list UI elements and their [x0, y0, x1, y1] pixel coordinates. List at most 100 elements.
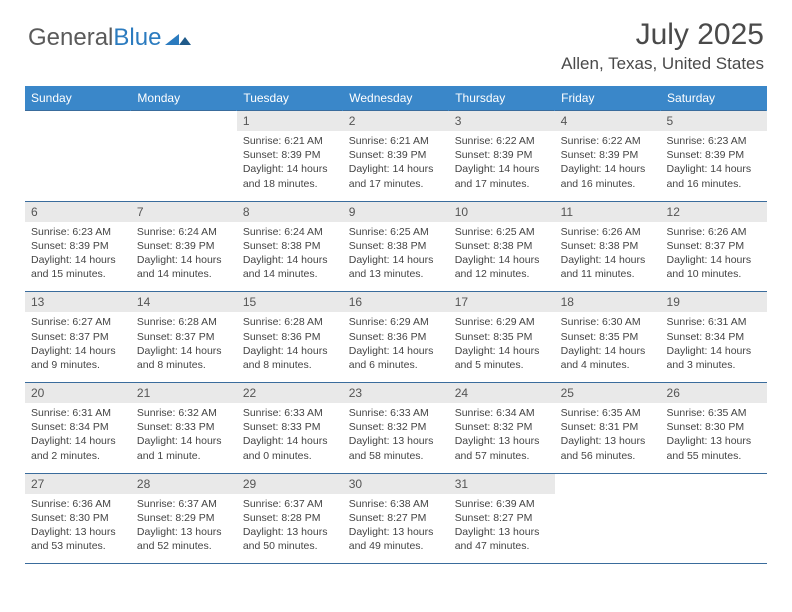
- sunset-line: Sunset: 8:39 PM: [349, 148, 443, 162]
- calendar-day-cell: [555, 473, 661, 564]
- sunset-line: Sunset: 8:38 PM: [561, 239, 655, 253]
- daylight-line: Daylight: 14 hours and 14 minutes.: [137, 253, 231, 281]
- sunrise-line: Sunrise: 6:39 AM: [455, 497, 549, 511]
- day-content: Sunrise: 6:34 AMSunset: 8:32 PMDaylight:…: [449, 403, 555, 473]
- sunset-line: Sunset: 8:29 PM: [137, 511, 231, 525]
- sunrise-line: Sunrise: 6:35 AM: [667, 406, 761, 420]
- calendar-day-cell: 12Sunrise: 6:26 AMSunset: 8:37 PMDayligh…: [661, 201, 767, 292]
- day-number-empty: [131, 111, 237, 131]
- day-number: 15: [237, 292, 343, 312]
- day-content: Sunrise: 6:30 AMSunset: 8:35 PMDaylight:…: [555, 312, 661, 382]
- calendar-day-cell: 15Sunrise: 6:28 AMSunset: 8:36 PMDayligh…: [237, 292, 343, 383]
- sunrise-line: Sunrise: 6:37 AM: [137, 497, 231, 511]
- sunrise-line: Sunrise: 6:28 AM: [137, 315, 231, 329]
- daylight-line: Daylight: 14 hours and 16 minutes.: [561, 162, 655, 190]
- calendar-day-cell: [131, 111, 237, 202]
- sunset-line: Sunset: 8:28 PM: [243, 511, 337, 525]
- daylight-line: Daylight: 14 hours and 5 minutes.: [455, 344, 549, 372]
- day-content: Sunrise: 6:28 AMSunset: 8:37 PMDaylight:…: [131, 312, 237, 382]
- day-content: Sunrise: 6:27 AMSunset: 8:37 PMDaylight:…: [25, 312, 131, 382]
- day-number: 19: [661, 292, 767, 312]
- calendar-week: 1Sunrise: 6:21 AMSunset: 8:39 PMDaylight…: [25, 111, 767, 202]
- sunrise-line: Sunrise: 6:29 AM: [455, 315, 549, 329]
- day-number: 25: [555, 383, 661, 403]
- calendar-day-cell: 20Sunrise: 6:31 AMSunset: 8:34 PMDayligh…: [25, 383, 131, 474]
- sunrise-line: Sunrise: 6:22 AM: [455, 134, 549, 148]
- calendar-header-row: SundayMondayTuesdayWednesdayThursdayFrid…: [25, 86, 767, 111]
- calendar-day-cell: 22Sunrise: 6:33 AMSunset: 8:33 PMDayligh…: [237, 383, 343, 474]
- day-content: Sunrise: 6:24 AMSunset: 8:38 PMDaylight:…: [237, 222, 343, 292]
- calendar-day-cell: 30Sunrise: 6:38 AMSunset: 8:27 PMDayligh…: [343, 473, 449, 564]
- sunset-line: Sunset: 8:38 PM: [243, 239, 337, 253]
- daylight-line: Daylight: 13 hours and 50 minutes.: [243, 525, 337, 553]
- brand-part2: Blue: [113, 24, 161, 52]
- day-number: 1: [237, 111, 343, 131]
- sunset-line: Sunset: 8:31 PM: [561, 420, 655, 434]
- day-content: Sunrise: 6:25 AMSunset: 8:38 PMDaylight:…: [449, 222, 555, 292]
- day-content: Sunrise: 6:32 AMSunset: 8:33 PMDaylight:…: [131, 403, 237, 473]
- day-number: 18: [555, 292, 661, 312]
- calendar-day-cell: 26Sunrise: 6:35 AMSunset: 8:30 PMDayligh…: [661, 383, 767, 474]
- daylight-line: Daylight: 14 hours and 11 minutes.: [561, 253, 655, 281]
- day-number: 6: [25, 202, 131, 222]
- calendar-day-cell: 11Sunrise: 6:26 AMSunset: 8:38 PMDayligh…: [555, 201, 661, 292]
- daylight-line: Daylight: 14 hours and 13 minutes.: [349, 253, 443, 281]
- calendar-table: SundayMondayTuesdayWednesdayThursdayFrid…: [25, 86, 767, 564]
- daylight-line: Daylight: 14 hours and 0 minutes.: [243, 434, 337, 462]
- calendar-day-cell: 31Sunrise: 6:39 AMSunset: 8:27 PMDayligh…: [449, 473, 555, 564]
- sunrise-line: Sunrise: 6:25 AM: [349, 225, 443, 239]
- daylight-line: Daylight: 14 hours and 12 minutes.: [455, 253, 549, 281]
- sunset-line: Sunset: 8:34 PM: [31, 420, 125, 434]
- day-number: 10: [449, 202, 555, 222]
- day-content: Sunrise: 6:28 AMSunset: 8:36 PMDaylight:…: [237, 312, 343, 382]
- day-header: Friday: [555, 86, 661, 111]
- day-header: Sunday: [25, 86, 131, 111]
- sunset-line: Sunset: 8:39 PM: [243, 148, 337, 162]
- day-header: Monday: [131, 86, 237, 111]
- day-content: Sunrise: 6:31 AMSunset: 8:34 PMDaylight:…: [25, 403, 131, 473]
- daylight-line: Daylight: 14 hours and 17 minutes.: [349, 162, 443, 190]
- day-content: Sunrise: 6:25 AMSunset: 8:38 PMDaylight:…: [343, 222, 449, 292]
- calendar-day-cell: 2 Sunrise: 6:21 AMSunset: 8:39 PMDaylight…: [343, 111, 449, 202]
- sunrise-line: Sunrise: 6:23 AM: [31, 225, 125, 239]
- sunrise-line: Sunrise: 6:31 AM: [31, 406, 125, 420]
- daylight-line: Daylight: 14 hours and 17 minutes.: [455, 162, 549, 190]
- brand-mark-icon: [165, 24, 191, 52]
- sunrise-line: Sunrise: 6:27 AM: [31, 315, 125, 329]
- day-header: Saturday: [661, 86, 767, 111]
- day-number: 14: [131, 292, 237, 312]
- calendar-day-cell: 18Sunrise: 6:30 AMSunset: 8:35 PMDayligh…: [555, 292, 661, 383]
- calendar-day-cell: 9Sunrise: 6:25 AMSunset: 8:38 PMDaylight…: [343, 201, 449, 292]
- daylight-line: Daylight: 13 hours and 55 minutes.: [667, 434, 761, 462]
- day-content-empty: [555, 494, 661, 564]
- day-number: 16: [343, 292, 449, 312]
- day-number: 2: [343, 111, 449, 131]
- sunrise-line: Sunrise: 6:26 AM: [667, 225, 761, 239]
- calendar-day-cell: 17Sunrise: 6:29 AMSunset: 8:35 PMDayligh…: [449, 292, 555, 383]
- sunset-line: Sunset: 8:37 PM: [137, 330, 231, 344]
- sunrise-line: Sunrise: 6:24 AM: [243, 225, 337, 239]
- sunrise-line: Sunrise: 6:21 AM: [243, 134, 337, 148]
- sunrise-line: Sunrise: 6:21 AM: [349, 134, 443, 148]
- day-content: Sunrise: 6:29 AMSunset: 8:35 PMDaylight:…: [449, 312, 555, 382]
- day-content: Sunrise: 6:39 AMSunset: 8:27 PMDaylight:…: [449, 494, 555, 564]
- day-number: 7: [131, 202, 237, 222]
- sunrise-line: Sunrise: 6:33 AM: [243, 406, 337, 420]
- day-number: 11: [555, 202, 661, 222]
- day-content-empty: [25, 131, 131, 201]
- daylight-line: Daylight: 14 hours and 10 minutes.: [667, 253, 761, 281]
- calendar-day-cell: 19Sunrise: 6:31 AMSunset: 8:34 PMDayligh…: [661, 292, 767, 383]
- calendar-day-cell: 3Sunrise: 6:22 AMSunset: 8:39 PMDaylight…: [449, 111, 555, 202]
- calendar-day-cell: 24Sunrise: 6:34 AMSunset: 8:32 PMDayligh…: [449, 383, 555, 474]
- day-number: 5: [661, 111, 767, 131]
- daylight-line: Daylight: 13 hours and 58 minutes.: [349, 434, 443, 462]
- day-number: 8: [237, 202, 343, 222]
- calendar-day-cell: 4Sunrise: 6:22 AMSunset: 8:39 PMDaylight…: [555, 111, 661, 202]
- daylight-line: Daylight: 13 hours and 52 minutes.: [137, 525, 231, 553]
- day-content: Sunrise: 6:33 AMSunset: 8:32 PMDaylight:…: [343, 403, 449, 473]
- calendar-day-cell: 14Sunrise: 6:28 AMSunset: 8:37 PMDayligh…: [131, 292, 237, 383]
- sunrise-line: Sunrise: 6:34 AM: [455, 406, 549, 420]
- day-content: Sunrise: 6:35 AMSunset: 8:31 PMDaylight:…: [555, 403, 661, 473]
- day-content: Sunrise: 6:38 AMSunset: 8:27 PMDaylight:…: [343, 494, 449, 564]
- calendar-day-cell: 25Sunrise: 6:35 AMSunset: 8:31 PMDayligh…: [555, 383, 661, 474]
